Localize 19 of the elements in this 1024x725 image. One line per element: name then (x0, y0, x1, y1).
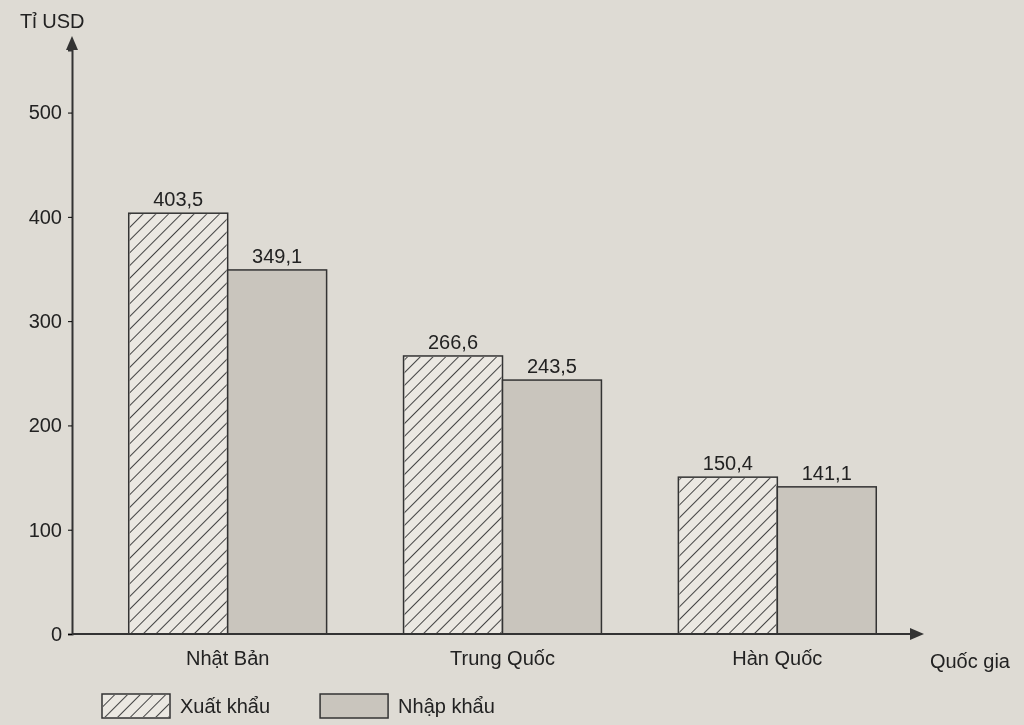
legend-label: Nhập khẩu (398, 695, 495, 717)
y-tick-label: 100 (28, 518, 62, 541)
x-tick-label: Nhật Bản (185, 647, 270, 669)
data-label: 349,1 (252, 244, 303, 267)
y-tick-label: 400 (28, 205, 62, 228)
data-label: 141,1 (801, 461, 852, 484)
data-label: 266,6 (428, 330, 479, 353)
legend-label: Xuất khẩu (180, 695, 271, 717)
data-label: 150,4 (702, 452, 753, 475)
y-axis-title: Tỉ USD (20, 10, 85, 32)
x-tick-label: Trung Quốc (450, 647, 555, 669)
y-tick-label: 300 (28, 310, 62, 333)
x-axis-title: Quốc gia (929, 650, 1011, 672)
y-tick-label: 500 (28, 101, 62, 124)
data-label: 243,5 (526, 355, 577, 378)
y-tick-label: 0 (50, 622, 62, 645)
x-tick-label: Hàn Quốc (732, 647, 823, 669)
y-tick-label: 200 (28, 414, 62, 437)
data-label: 403,5 (153, 188, 204, 211)
